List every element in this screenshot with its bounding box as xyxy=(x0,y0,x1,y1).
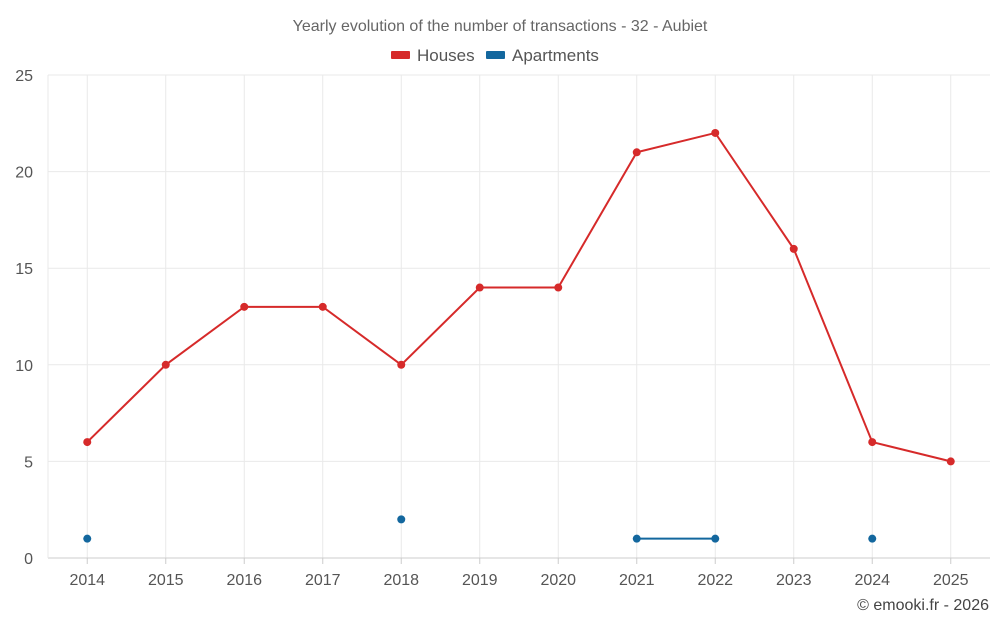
credit-text: © emooki.fr - 2026 xyxy=(857,597,989,614)
data-point-apartments[interactable] xyxy=(711,534,720,543)
chart-title: Yearly evolution of the number of transa… xyxy=(293,18,708,35)
x-tick-label: 2015 xyxy=(148,572,184,589)
data-point-houses[interactable] xyxy=(318,302,327,311)
data-point-houses[interactable] xyxy=(161,360,170,369)
series xyxy=(83,128,955,543)
y-tick-label: 25 xyxy=(15,68,33,85)
x-tick-label: 2018 xyxy=(383,572,419,589)
y-tick-label: 5 xyxy=(24,454,33,471)
data-point-houses[interactable] xyxy=(711,128,720,137)
data-point-houses[interactable] xyxy=(83,438,92,447)
x-tick-label: 2022 xyxy=(697,572,733,589)
y-tick-label: 15 xyxy=(15,261,33,278)
x-tick-label: 2021 xyxy=(619,572,655,589)
x-tick-label: 2025 xyxy=(933,572,969,589)
legend-swatch-apartments xyxy=(486,51,505,59)
data-point-apartments[interactable] xyxy=(632,534,641,543)
data-point-houses[interactable] xyxy=(397,360,406,369)
data-point-houses[interactable] xyxy=(946,457,955,466)
data-point-apartments[interactable] xyxy=(868,534,877,543)
data-point-houses[interactable] xyxy=(240,302,249,311)
legend-swatch-houses xyxy=(391,51,410,59)
legend-label-houses: Houses xyxy=(417,46,475,65)
data-point-apartments[interactable] xyxy=(397,515,406,524)
series-line-houses xyxy=(86,131,951,463)
x-tick-label: 2014 xyxy=(69,572,105,589)
x-tick-label: 2019 xyxy=(462,572,498,589)
x-tick-label: 2020 xyxy=(540,572,576,589)
x-tick-label: 2023 xyxy=(776,572,812,589)
data-point-houses[interactable] xyxy=(632,148,641,157)
legend-label-apartments: Apartments xyxy=(512,46,599,65)
data-point-houses[interactable] xyxy=(554,283,563,292)
grid xyxy=(48,74,990,558)
y-tick-label: 10 xyxy=(15,358,33,375)
x-tick-label: 2016 xyxy=(226,572,262,589)
data-point-apartments[interactable] xyxy=(83,534,92,543)
legend: Houses Apartments xyxy=(391,46,599,65)
data-point-houses[interactable] xyxy=(789,244,798,253)
series-houses xyxy=(83,128,955,466)
y-tick-label: 0 xyxy=(24,551,33,568)
data-point-houses[interactable] xyxy=(868,438,877,447)
legend-item-houses[interactable]: Houses xyxy=(391,46,475,65)
series-apartments xyxy=(83,515,877,543)
x-tick-label: 2024 xyxy=(854,572,890,589)
y-tick-label: 20 xyxy=(15,165,33,182)
x-tick-label: 2017 xyxy=(305,572,341,589)
legend-item-apartments[interactable]: Apartments xyxy=(486,46,599,65)
data-point-houses[interactable] xyxy=(475,283,484,292)
